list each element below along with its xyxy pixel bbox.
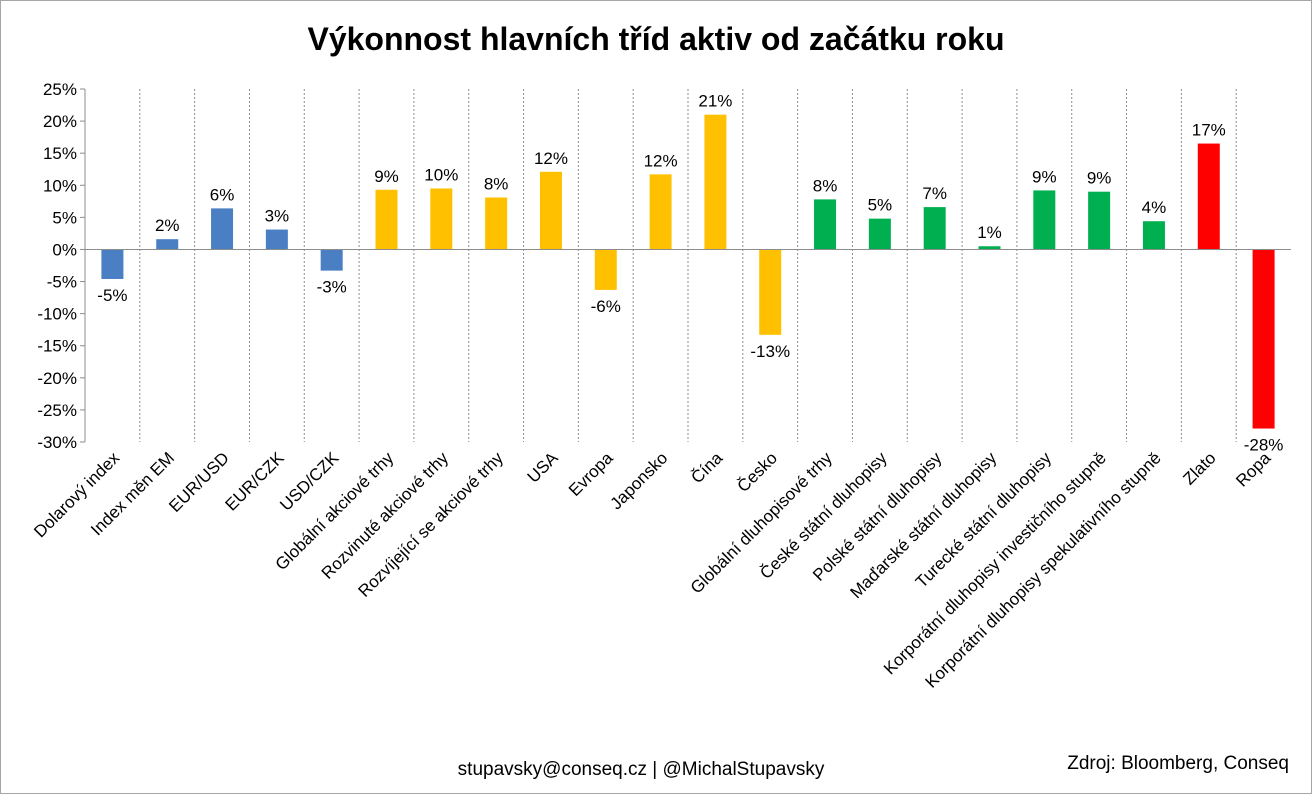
category-label: Japonsko	[607, 448, 672, 513]
bar	[868, 218, 891, 250]
data-label: 7%	[922, 184, 947, 203]
y-tick-label: -15%	[37, 337, 77, 356]
y-tick-label: -20%	[37, 369, 77, 388]
bar	[1252, 249, 1275, 429]
data-label: 1%	[977, 223, 1002, 242]
data-label: 5%	[868, 196, 893, 215]
bar	[430, 188, 453, 250]
bar	[265, 229, 288, 250]
chart-title: Výkonnost hlavních tříd aktiv od začátku…	[307, 21, 1005, 57]
contact-info: stupavsky@conseq.cz | @MichalStupavsky	[457, 759, 825, 780]
bar	[320, 249, 343, 271]
bar	[539, 171, 562, 250]
data-label: 12%	[534, 149, 568, 168]
bar	[1088, 191, 1111, 250]
bar	[1142, 221, 1165, 250]
bar	[978, 246, 1001, 250]
bar	[923, 207, 946, 250]
y-tick-label: -30%	[37, 433, 77, 452]
category-label: USA	[524, 448, 563, 487]
y-tick-label: -10%	[37, 305, 77, 324]
bar	[759, 249, 782, 335]
data-label: 10%	[424, 165, 458, 184]
data-label: 17%	[1192, 121, 1226, 140]
data-label: 2%	[155, 216, 180, 235]
y-tick-label: 25%	[43, 80, 77, 99]
data-label: -6%	[591, 297, 621, 316]
data-label: 3%	[265, 207, 290, 226]
y-tick-label: 5%	[52, 208, 77, 227]
category-label: Česko	[734, 448, 782, 496]
y-tick-label: -25%	[37, 401, 77, 420]
category-label: EUR/CZK	[221, 448, 288, 515]
data-label: 6%	[210, 185, 235, 204]
bar	[211, 208, 234, 250]
bar	[649, 174, 672, 250]
bar	[485, 197, 508, 250]
category-label: Čína	[687, 448, 726, 487]
data-label: -5%	[97, 286, 127, 305]
y-tick-label: -5%	[47, 273, 77, 292]
data-label: 9%	[374, 167, 399, 186]
data-label: 9%	[1087, 169, 1112, 188]
bar	[594, 249, 617, 290]
bar-chart: 25% 20% 15% 10% 5% 0% -5% -10% -15% -20% -25% -30% -…	[30, 80, 1291, 692]
data-label: -3%	[317, 278, 347, 297]
category-label: Zlato	[1179, 448, 1219, 488]
category-label: EUR/USD	[165, 448, 233, 516]
y-tick-label: 15%	[43, 144, 77, 163]
bar	[1033, 190, 1056, 250]
data-label: 9%	[1032, 167, 1057, 186]
data-label: 8%	[484, 174, 509, 193]
data-label: 8%	[813, 176, 838, 195]
data-label: 21%	[698, 92, 732, 111]
bar	[156, 239, 179, 250]
bar	[375, 189, 398, 250]
data-label: -13%	[750, 342, 790, 361]
y-tick-label: 10%	[43, 176, 77, 195]
data-label: 12%	[644, 151, 678, 170]
y-tick-label: 0%	[52, 240, 77, 259]
category-label: Evropa	[565, 448, 617, 500]
bar	[704, 114, 727, 250]
source-note: Zdroj: Bloomberg, Conseq	[1067, 753, 1289, 774]
data-label: -28%	[1244, 436, 1284, 455]
data-label: 4%	[1142, 198, 1167, 217]
bar	[1197, 143, 1220, 250]
y-tick-label: 20%	[43, 112, 77, 131]
bar	[101, 249, 124, 279]
bar	[814, 199, 837, 250]
